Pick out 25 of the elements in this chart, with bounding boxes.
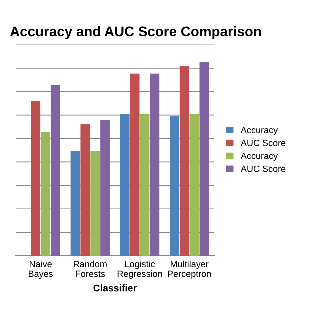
bar [100,120,110,256]
legend-label: AUC Score [240,140,286,146]
bar [130,74,140,256]
bar [190,114,200,256]
x-axis-title: Classifier [94,284,137,292]
bar [70,151,80,256]
bar [41,132,50,256]
bar [150,74,160,256]
x-tick-label: Naive Bayes [28,260,54,279]
bar [90,151,100,256]
legend-label: AUC Score [240,166,286,172]
bar [50,85,60,256]
bar [80,124,90,256]
bar [200,62,210,256]
bar [180,66,190,256]
x-tick-label: Random Forests [74,260,107,278]
bar [120,114,130,256]
bar [170,116,180,256]
legend-label: Accuracy [240,152,278,162]
x-tick-label: Multilayer Perceptron [168,260,212,279]
bar [31,100,41,256]
legend-label: Accuracy [240,127,278,136]
bar [140,114,150,256]
x-tick-label: Logistic Regression [118,260,162,279]
chart-title: Accuracy and AUC Score Comparison [10,26,262,40]
